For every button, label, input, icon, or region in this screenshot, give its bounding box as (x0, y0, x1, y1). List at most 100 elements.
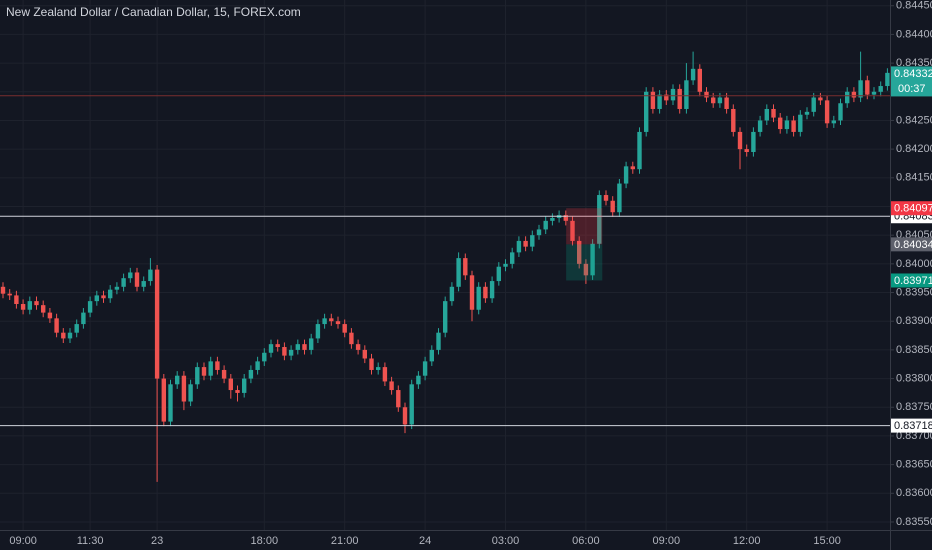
candle-body (764, 108, 769, 121)
candle-body (690, 68, 696, 81)
candle-body (583, 263, 589, 276)
x-tick-label: 11:30 (77, 535, 104, 547)
candle-body (456, 258, 461, 287)
candle-body (181, 375, 187, 402)
y-tick-label: 0.83800 (896, 372, 932, 384)
candle-body (235, 390, 240, 393)
candle-body (637, 131, 642, 170)
y-tick-label: 0.83750 (896, 401, 932, 413)
candle-body (483, 286, 488, 299)
candle-body (262, 352, 267, 362)
y-tick-label: 0.83650 (896, 459, 932, 471)
candle-body (67, 332, 73, 339)
candle-body (677, 88, 682, 109)
candle-body (20, 304, 26, 310)
price-label-bg (891, 418, 932, 433)
candle-body (41, 305, 46, 313)
candle-body (7, 293, 12, 296)
candle-body (302, 344, 307, 350)
candle-body (536, 229, 542, 236)
candle-body (737, 131, 743, 150)
candle-body (329, 318, 334, 322)
candle-body (134, 272, 140, 287)
candle-body (108, 289, 113, 299)
candle-body (402, 407, 408, 425)
candle-body (771, 108, 776, 118)
y-tick-label: 0.84000 (896, 258, 932, 270)
candle-body (215, 361, 220, 370)
candle-body (436, 332, 441, 350)
candle-body (87, 301, 93, 313)
candle-body (195, 367, 200, 385)
y-tick-label: 0.83700 (896, 430, 932, 442)
last-price-bg (891, 66, 932, 97)
candle-body (128, 272, 133, 279)
candle-body (322, 318, 327, 325)
candle-body (449, 286, 455, 302)
x-tick-label: 12:00 (733, 535, 761, 547)
stop-zone (566, 208, 603, 245)
y-tick-label: 0.84350 (896, 57, 932, 69)
candle-body (141, 281, 146, 287)
candle-body (288, 349, 294, 356)
candle-body (154, 269, 160, 379)
candle-body (617, 183, 622, 213)
candle-body (644, 91, 649, 132)
candle-body (623, 166, 629, 184)
candle-body (757, 120, 763, 132)
candle-body (878, 86, 883, 92)
candle-body (248, 369, 254, 379)
price-label-bg (891, 237, 932, 252)
candle-body (530, 235, 535, 247)
candle-body (355, 344, 361, 350)
price-label-bg (891, 273, 932, 288)
candle-body (657, 94, 662, 109)
candle-body (208, 361, 213, 376)
candle-body (242, 378, 247, 393)
candle-body (376, 367, 381, 370)
y-tick-label: 0.84150 (896, 172, 932, 184)
candle-body (717, 97, 723, 104)
candle-body (838, 103, 843, 121)
x-tick-label: 06:00 (572, 535, 600, 547)
candle-body (121, 278, 126, 287)
candle-body (563, 215, 568, 221)
candle-body (94, 295, 99, 302)
candle-body (0, 286, 6, 294)
candle-body (845, 91, 850, 104)
candle-body (711, 97, 716, 104)
candle-body (342, 324, 347, 333)
candle-body (824, 100, 830, 124)
candle-body (476, 286, 481, 310)
candle-body (510, 252, 515, 264)
y-tick-label: 0.84200 (896, 143, 932, 155)
x-tick-label: 24 (419, 535, 431, 547)
candle-body (148, 269, 153, 282)
price-label: 0.83718 (894, 420, 932, 432)
candle-body (101, 295, 106, 299)
chart-title: New Zealand Dollar / Canadian Dollar, 15… (6, 5, 301, 19)
candle-body (744, 149, 749, 153)
price-label-bg (891, 201, 932, 216)
candle-body (443, 301, 448, 333)
y-tick-label: 0.83950 (896, 286, 932, 298)
candle-body (27, 301, 32, 310)
candle-body (275, 344, 280, 348)
candle-body (382, 367, 388, 382)
candle-body (221, 369, 227, 379)
candle-body (389, 381, 394, 391)
candle-body (704, 91, 709, 98)
candle-body (81, 312, 86, 325)
candle-body (778, 117, 783, 130)
candle-body (309, 338, 314, 350)
candle-body (496, 266, 501, 282)
candle-body (14, 295, 19, 305)
candle-body (396, 390, 401, 408)
candle-body (416, 375, 421, 385)
candle-body (751, 131, 756, 153)
candle-body (47, 312, 53, 319)
candle-body (161, 378, 166, 422)
candle-body (516, 240, 522, 253)
candle-body (731, 108, 736, 132)
candle-body (603, 195, 609, 201)
